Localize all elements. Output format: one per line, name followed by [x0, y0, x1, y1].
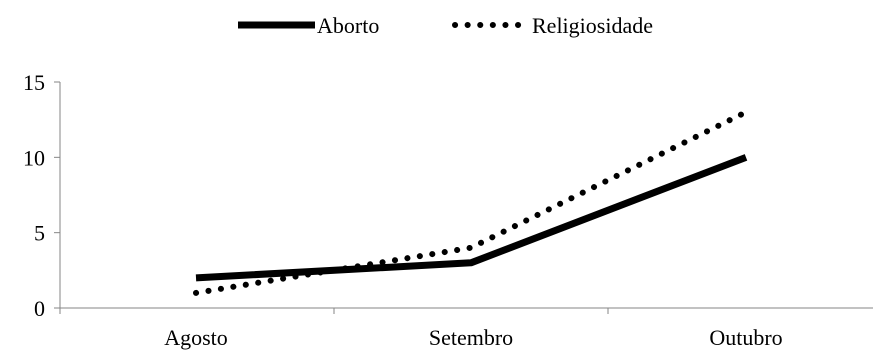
y-tick-label: 10 — [23, 145, 45, 170]
legend-item-religiosidade: Religiosidade — [452, 13, 653, 38]
y-tick-label: 0 — [34, 296, 45, 321]
data-point-religiosidade — [746, 112, 747, 113]
legend-label: Religiosidade — [532, 13, 653, 38]
series-layer — [193, 109, 749, 296]
y-tick-label: 5 — [34, 221, 45, 246]
series-line-aborto — [195, 154, 748, 282]
y-tick-label: 15 — [23, 70, 45, 95]
x-category-label: Agosto — [164, 325, 228, 350]
series-line-religiosidade — [193, 109, 749, 296]
x-category-label: Outubro — [709, 325, 782, 350]
legend-item-aborto: Aborto — [238, 13, 379, 38]
x-category-label: Setembro — [429, 325, 513, 350]
legend-label: Aborto — [317, 13, 379, 38]
axes: 0 5 10 15 Agosto Setembro Outubro — [23, 70, 873, 350]
legend: Aborto Religiosidade — [238, 13, 653, 38]
